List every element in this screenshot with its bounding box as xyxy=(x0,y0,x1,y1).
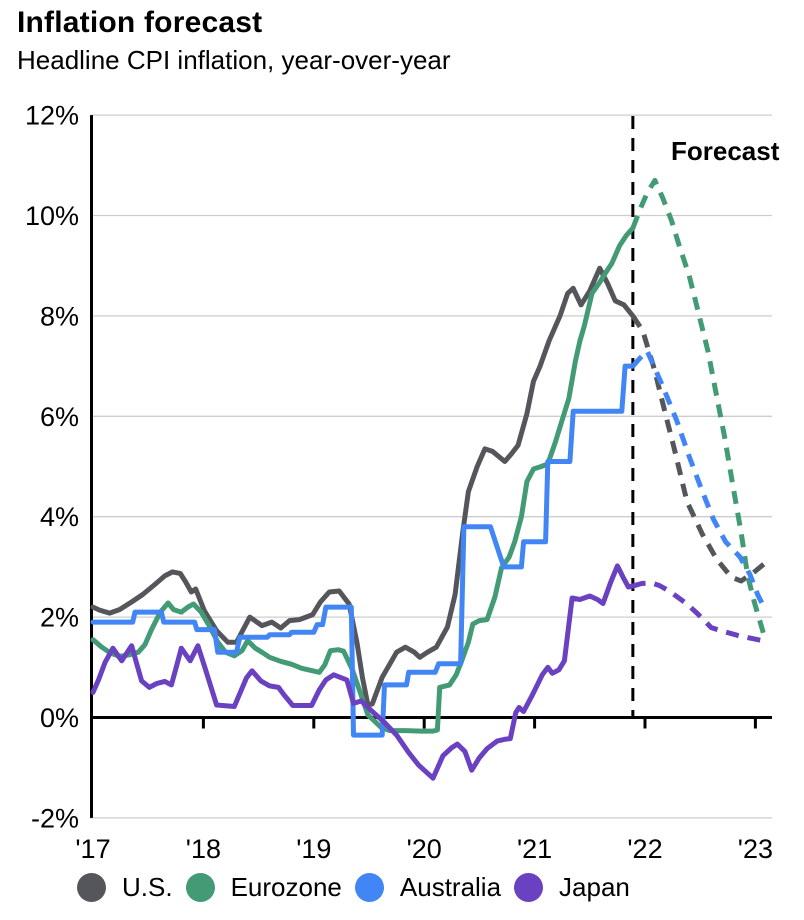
legend-item-japan: Japan xyxy=(514,872,630,903)
forecast-annotation: Forecast xyxy=(671,136,780,166)
series-eurozone-forecast-line xyxy=(630,177,768,641)
series-japan-line xyxy=(90,563,636,781)
legend-label-us: U.S. xyxy=(122,872,173,902)
series-eurozone-line xyxy=(90,225,636,734)
eurozone-series-dot-icon xyxy=(185,873,215,902)
japan-series-dot-icon xyxy=(514,873,544,902)
y-tick-label: 12% xyxy=(25,101,79,131)
series-australia-line xyxy=(90,363,636,738)
page-subtitle: Headline CPI inflation, year-over-year xyxy=(17,45,451,75)
legend-item-us: U.S. xyxy=(77,872,173,903)
x-tick-label: '19 xyxy=(296,834,331,864)
legend-item-australia: Australia xyxy=(354,872,502,903)
legend-label-eurozone: Eurozone xyxy=(230,872,342,902)
page-title: Inflation forecast xyxy=(17,6,263,39)
y-tick-label: 8% xyxy=(40,301,79,331)
x-tick-label: '21 xyxy=(517,834,552,864)
x-tick-label: '20 xyxy=(407,834,442,864)
series-australia-forecast-line xyxy=(631,348,768,611)
x-tick-label: '22 xyxy=(627,834,662,864)
y-tick-label: 6% xyxy=(40,402,79,432)
x-tick-label: '18 xyxy=(186,834,221,864)
legend-label-australia: Australia xyxy=(399,872,502,902)
y-tick-label: 2% xyxy=(40,603,79,633)
australia-series-dot-icon xyxy=(354,873,384,902)
y-tick-label: 4% xyxy=(40,502,79,532)
x-tick-label: '23 xyxy=(738,834,773,864)
y-tick-label: 10% xyxy=(25,201,79,231)
us-series-dot-icon xyxy=(77,873,106,902)
legend-item-eurozone: Eurozone xyxy=(185,872,342,903)
series-us-forecast-line xyxy=(630,314,767,584)
series-japan-forecast-line xyxy=(632,580,766,644)
y-tick-label: -2% xyxy=(31,803,79,833)
legend-label-japan: Japan xyxy=(559,872,630,902)
series-us-line xyxy=(90,265,636,708)
chart-legend: U.S. Eurozone Australia Japan xyxy=(77,872,643,903)
x-tick-label: '17 xyxy=(75,834,110,864)
y-tick-label: 0% xyxy=(40,703,79,733)
